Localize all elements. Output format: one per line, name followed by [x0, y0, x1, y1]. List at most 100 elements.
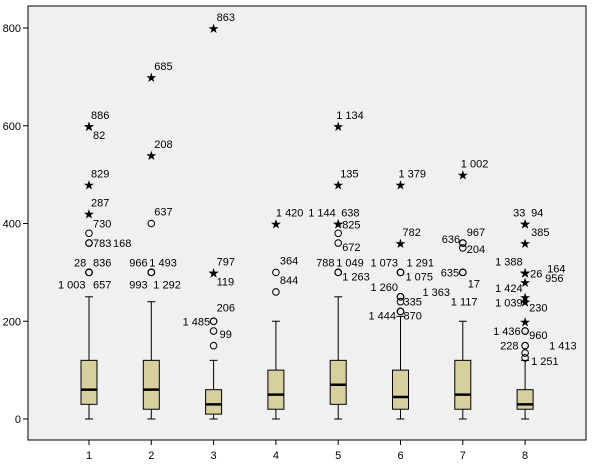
y-tick-label: 400: [3, 219, 21, 231]
outlier-label: 685: [154, 61, 172, 73]
outlier-marker: [272, 288, 280, 296]
y-tick-label: 0: [15, 414, 21, 426]
outlier-label: 1 134: [336, 110, 364, 122]
outlier-label: 1 003: [58, 279, 86, 291]
outlier-label: 119: [217, 276, 235, 288]
outlier-label: 825: [342, 219, 360, 231]
outlier-label: 1 379: [399, 168, 427, 180]
plot-area: [27, 5, 587, 441]
x-tick-label: 6: [397, 450, 403, 462]
outlier-marker: [147, 268, 156, 277]
outlier-label: 836: [93, 257, 111, 269]
iqr-box: [454, 359, 472, 410]
outlier-label: 960: [529, 330, 547, 342]
x-tick-label: 8: [522, 450, 528, 462]
extreme-marker: ★: [457, 169, 469, 184]
box-7: [454, 320, 472, 420]
outlier-label: 844: [280, 275, 298, 287]
outlier-label: 228: [500, 341, 518, 353]
box-2: [142, 301, 160, 420]
outlier-marker: [334, 268, 343, 277]
extreme-marker: ★: [145, 71, 157, 86]
extreme-marker: ★: [519, 296, 531, 311]
iqr-box: [205, 389, 223, 415]
outlier-label: 966: [129, 257, 147, 269]
x-tick-label: 4: [273, 450, 279, 462]
box-1: [80, 296, 98, 420]
extreme-marker: ★: [83, 208, 95, 223]
outlier-label: 1 292: [153, 279, 181, 291]
outlier-label: 206: [217, 302, 235, 314]
x-tick-label: 1: [86, 450, 92, 462]
iqr-box: [329, 359, 347, 405]
outlier-label: 135: [340, 168, 358, 180]
extreme-marker: ★: [208, 266, 220, 281]
outlier-label: 1 424: [495, 283, 523, 295]
outlier-label: 168: [113, 238, 131, 250]
x-tick-label: 7: [460, 450, 466, 462]
outlier-label: 335: [404, 297, 422, 309]
outlier-label: 672: [342, 242, 360, 254]
iqr-box: [142, 359, 160, 410]
y-tick-label: 600: [3, 121, 21, 133]
extreme-marker: ★: [332, 218, 344, 233]
outlier-label: 385: [531, 227, 549, 239]
y-axis: 0 200 400 600 800: [3, 23, 28, 426]
x-tick-label: 3: [211, 450, 217, 462]
outlier-label: 230: [529, 303, 547, 315]
boxes: [80, 296, 534, 420]
box-5: [329, 296, 347, 420]
extreme-marker: ★: [332, 178, 344, 193]
outlier-label: 730: [93, 218, 111, 230]
outlier-label: 967: [467, 227, 485, 239]
outlier-marker: [85, 229, 93, 238]
outlier-marker: [396, 268, 405, 277]
outlier-marker: [521, 327, 529, 335]
outlier-label: 1 493: [149, 257, 177, 269]
y-tick-label: 200: [3, 316, 21, 328]
outlier-label: 164: [547, 263, 565, 275]
iqr-box: [80, 359, 98, 405]
outlier-label: 1 073: [371, 257, 399, 269]
outlier-label: 1 144: [308, 208, 336, 220]
outlier-label: 28: [74, 257, 86, 269]
outlier-label: 1 444: [369, 310, 397, 322]
outlier-marker: [334, 229, 343, 238]
outlier-label: 99: [220, 329, 232, 341]
extreme-marker: ★: [83, 120, 95, 135]
extreme-marker: ★: [519, 296, 531, 311]
outlier-label: 1 117: [451, 296, 478, 308]
outlier-label: 1 436: [493, 326, 521, 338]
outlier-label: 204: [467, 244, 485, 256]
extreme-marker: ★: [519, 276, 531, 291]
extreme-marker: ★: [332, 120, 344, 135]
outlier-marker: [459, 268, 467, 277]
outlier-label: 993: [129, 279, 147, 291]
extreme-marker: ★: [519, 218, 531, 233]
outlier-label: 1 363: [423, 287, 451, 299]
outlier-label: 1 388: [495, 256, 523, 268]
outlier-label: 956: [545, 273, 563, 285]
iqr-box: [267, 369, 285, 410]
outlier-marker: [147, 219, 156, 228]
extreme-marker: ★: [519, 266, 531, 281]
outlier-label: 94: [531, 208, 543, 220]
outlier-label: 1 039: [495, 298, 523, 310]
outlier-label: 17: [468, 278, 480, 290]
outlier-marker: [521, 349, 529, 357]
extreme-marker: ★: [519, 291, 531, 306]
outlier-marker: [521, 341, 529, 350]
y-tick-label: 800: [3, 23, 21, 35]
outlier-label: 635: [441, 267, 459, 279]
outlier-label: 637: [154, 207, 172, 219]
extreme-marker: ★: [208, 266, 220, 281]
iqr-box: [516, 389, 534, 410]
outlier-label: 287: [91, 198, 109, 210]
outlier-label: 638: [341, 208, 359, 220]
extreme-marker: ★: [270, 218, 282, 233]
extreme-marker: ★: [145, 149, 157, 164]
outlier-label: 886: [91, 110, 109, 122]
extreme-marker: ★: [519, 266, 531, 281]
outlier-marker: [272, 268, 280, 277]
